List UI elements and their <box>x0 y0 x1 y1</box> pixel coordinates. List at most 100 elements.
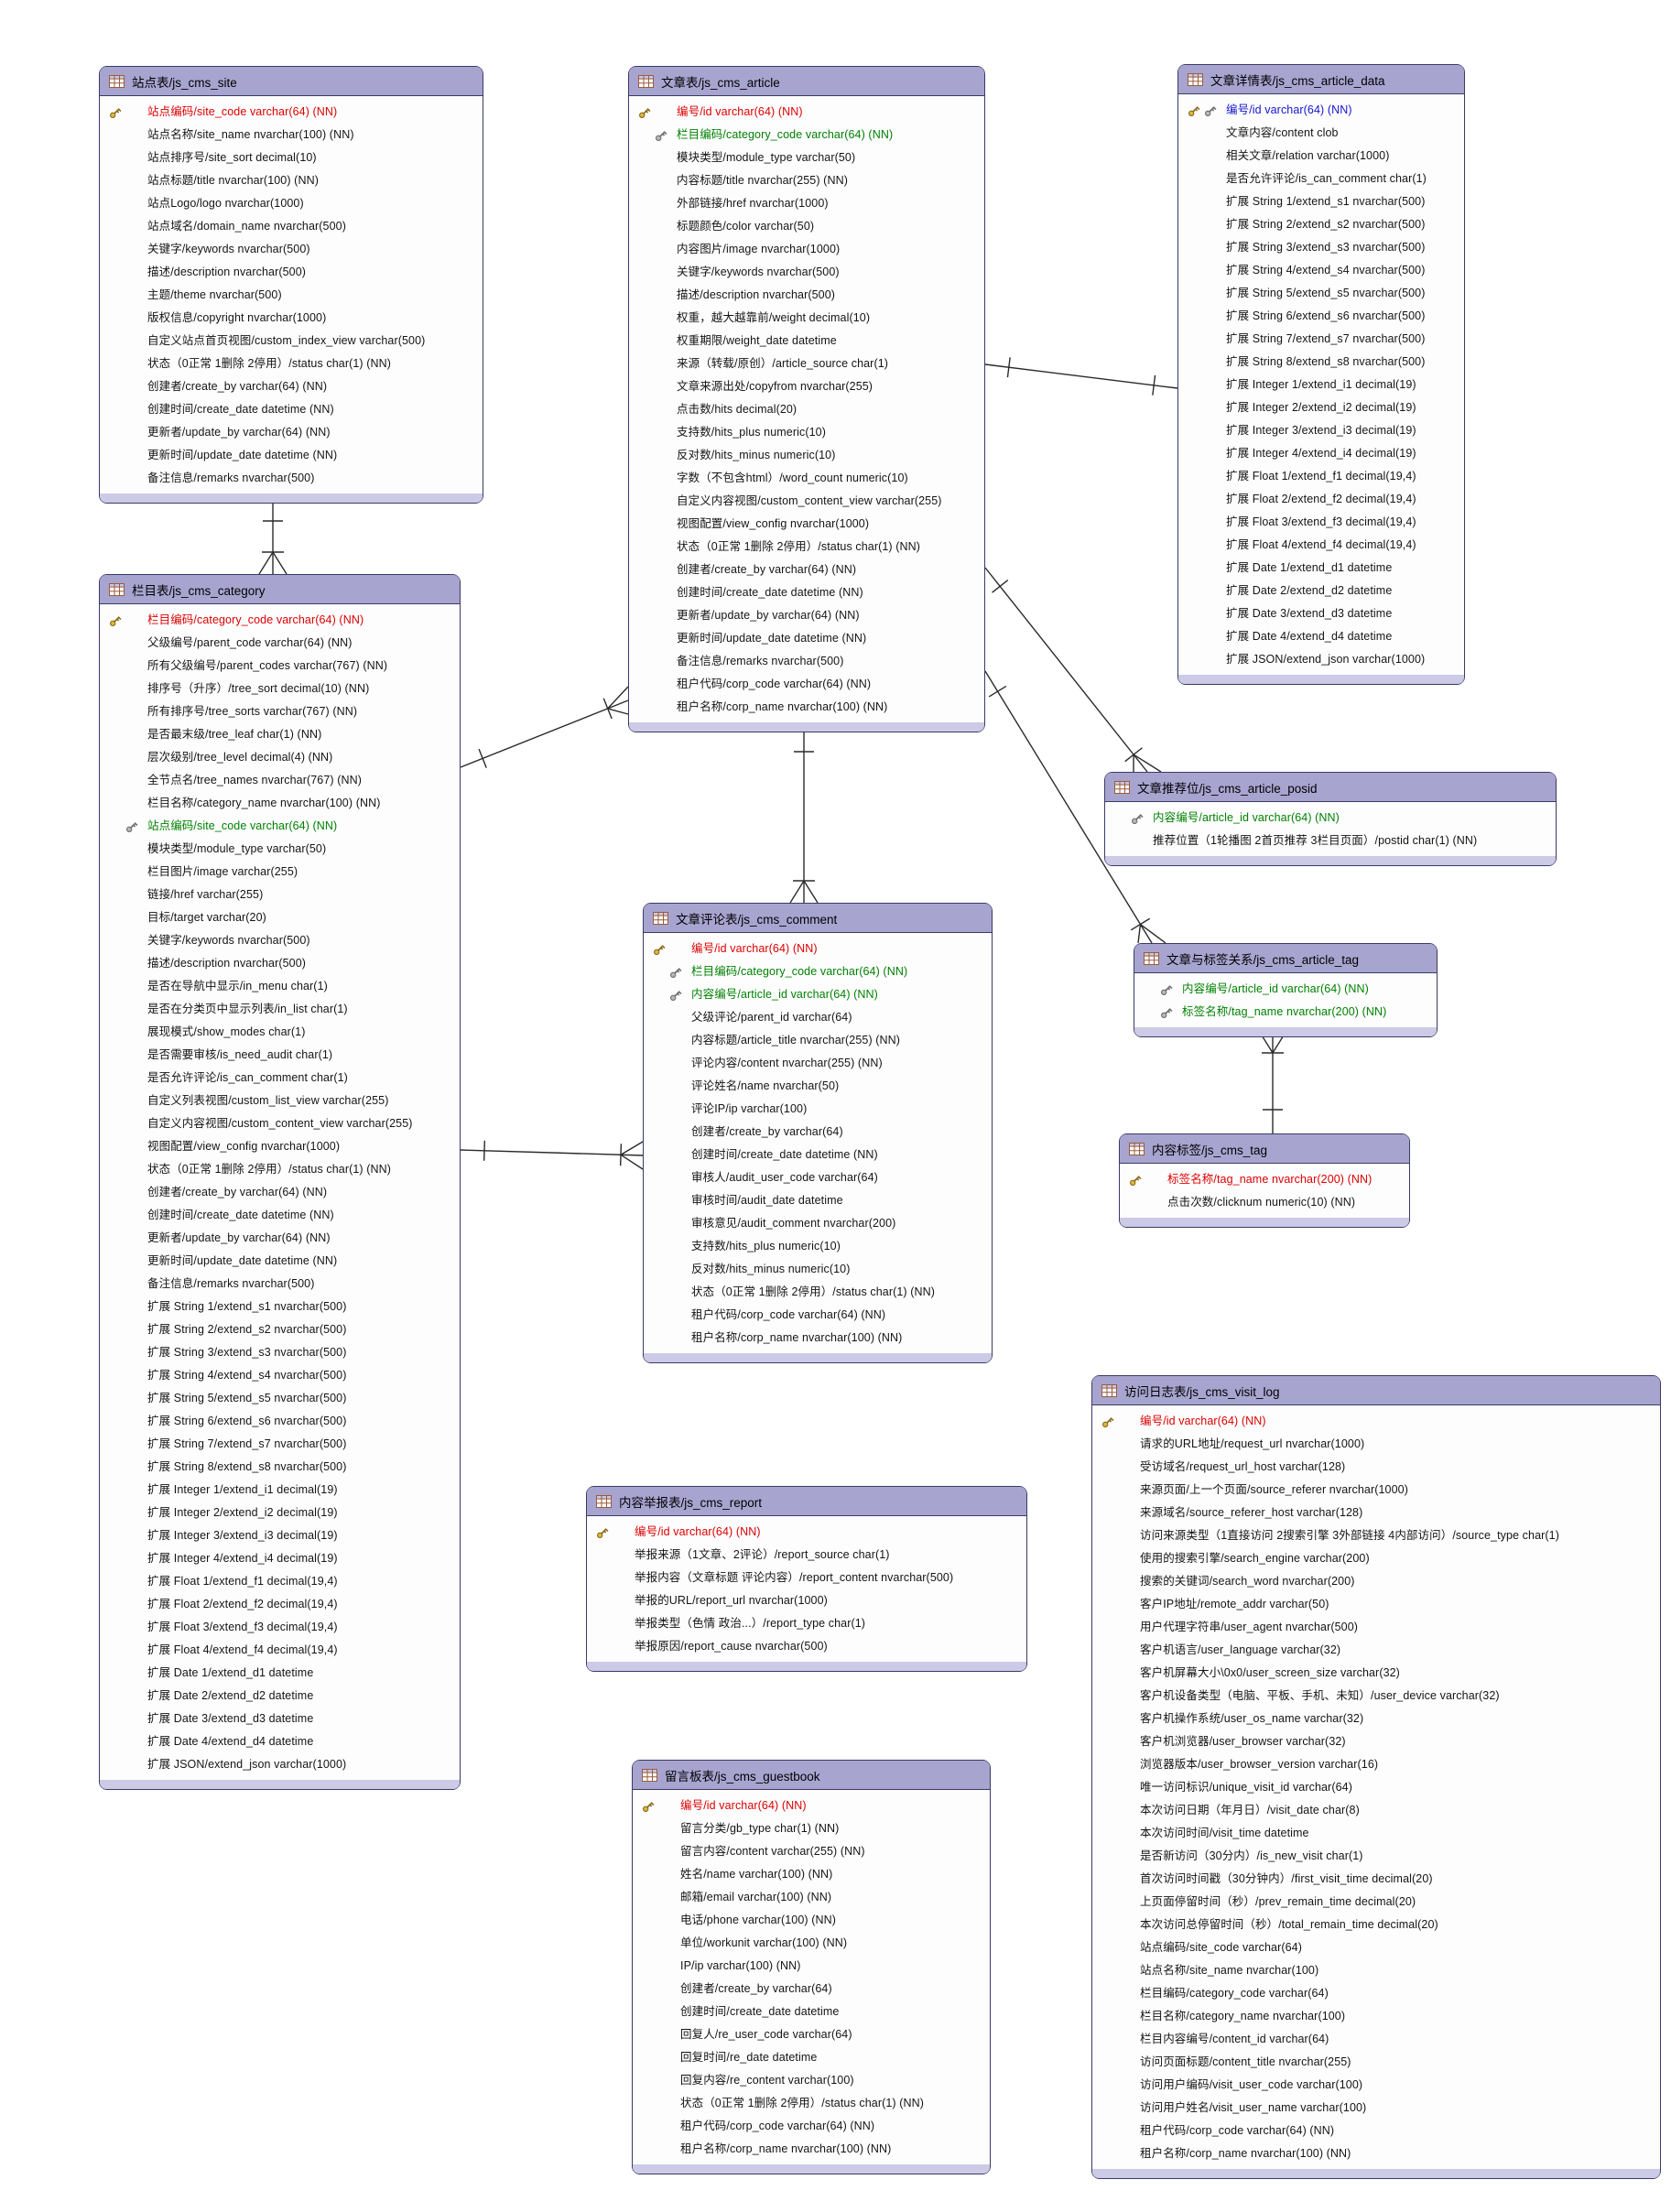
field-row[interactable]: 主题/theme nvarchar(500) <box>100 284 483 307</box>
field-row[interactable]: 本次访问总停留时间（秒）/total_remain_time decimal(2… <box>1092 1914 1660 1936</box>
field-row[interactable]: 支持数/hits_plus numeric(10) <box>629 421 984 444</box>
field-row[interactable]: 父级评论/parent_id varchar(64) <box>644 1006 992 1029</box>
field-row[interactable]: 搜索的关键词/search_word nvarchar(200) <box>1092 1570 1660 1593</box>
field-row[interactable]: 点击数/hits decimal(20) <box>629 398 984 421</box>
field-row[interactable]: 内容编号/article_id varchar(64) (NN) <box>1134 978 1437 1001</box>
field-row[interactable]: 留言分类/gb_type char(1) (NN) <box>633 1817 990 1840</box>
field-row[interactable]: 模块类型/module_type varchar(50) <box>629 146 984 169</box>
table-js_cms_comment[interactable]: 文章评论表/js_cms_comment 编号/id varchar(64) (N… <box>643 903 993 1363</box>
field-row[interactable]: 标题颜色/color varchar(50) <box>629 215 984 238</box>
field-row[interactable]: 更新时间/update_date datetime (NN) <box>100 1250 460 1273</box>
field-row[interactable]: 编号/id varchar(64) (NN) <box>629 101 984 124</box>
field-row[interactable]: 租户名称/corp_name nvarchar(100) (NN) <box>644 1327 992 1350</box>
table-header-js_cms_article_tag[interactable]: 文章与标签关系/js_cms_article_tag <box>1134 944 1437 973</box>
field-row[interactable]: 是否在分类页中显示列表/in_list char(1) <box>100 998 460 1021</box>
field-row[interactable]: 上页面停留时间（秒）/prev_remain_time decimal(20) <box>1092 1891 1660 1914</box>
field-row[interactable]: 审核时间/audit_date datetime <box>644 1189 992 1212</box>
field-row[interactable]: 点击次数/clicknum numeric(10) (NN) <box>1120 1191 1409 1214</box>
field-row[interactable]: 状态（0正常 1删除 2停用）/status char(1) (NN) <box>100 352 483 375</box>
field-row[interactable]: 扩展 Float 1/extend_f1 decimal(19,4) <box>1178 465 1464 488</box>
field-row[interactable]: 栏目编码/category_code varchar(64) (NN) <box>100 609 460 632</box>
field-row[interactable]: 文章内容/content clob <box>1178 122 1464 145</box>
field-row[interactable]: 扩展 String 8/extend_s8 nvarchar(500) <box>100 1456 460 1479</box>
field-row[interactable]: 举报内容（文章标题 评论内容）/report_content nvarchar(… <box>587 1567 1026 1589</box>
field-row[interactable]: 站点标题/title nvarchar(100) (NN) <box>100 169 483 192</box>
field-row[interactable]: 访问来源类型（1直接访问 2搜索引擎 3外部链接 4内部访问）/source_t… <box>1092 1524 1660 1547</box>
field-row[interactable]: 客户机屏幕大小\0x0/user_screen_size varchar(32) <box>1092 1662 1660 1685</box>
field-row[interactable]: 编号/id varchar(64) (NN) <box>587 1521 1026 1544</box>
field-row[interactable]: 扩展 String 5/extend_s5 nvarchar(500) <box>100 1387 460 1410</box>
field-row[interactable]: 更新时间/update_date datetime (NN) <box>629 627 984 650</box>
table-js_cms_article_data[interactable]: 文章详情表/js_cms_article_data 编号/id varchar(6… <box>1177 64 1465 685</box>
field-row[interactable]: 扩展 Float 3/extend_f3 decimal(19,4) <box>100 1616 460 1639</box>
field-row[interactable]: 视图配置/view_config nvarchar(1000) <box>629 513 984 536</box>
field-row[interactable]: 更新者/update_by varchar(64) (NN) <box>629 604 984 627</box>
field-row[interactable]: 扩展 String 2/extend_s2 nvarchar(500) <box>100 1318 460 1341</box>
field-row[interactable]: 创建时间/create_date datetime (NN) <box>100 398 483 421</box>
field-row[interactable]: 目标/target varchar(20) <box>100 906 460 929</box>
field-row[interactable]: 举报来源（1文章、2评论）/report_source char(1) <box>587 1544 1026 1567</box>
table-header-js_cms_tag[interactable]: 内容标签/js_cms_tag <box>1120 1134 1409 1164</box>
table-header-js_cms_guestbook[interactable]: 留言板表/js_cms_guestbook <box>633 1761 990 1790</box>
field-row[interactable]: 扩展 Integer 1/extend_i1 decimal(19) <box>1178 374 1464 396</box>
field-row[interactable]: 扩展 Date 3/extend_d3 datetime <box>100 1708 460 1730</box>
field-row[interactable]: 审核意见/audit_comment nvarchar(200) <box>644 1212 992 1235</box>
field-row[interactable]: 回复时间/re_date datetime <box>633 2046 990 2069</box>
field-row[interactable]: 唯一访问标识/unique_visit_id varchar(64) <box>1092 1776 1660 1799</box>
field-row[interactable]: 本次访问时间/visit_time datetime <box>1092 1822 1660 1845</box>
field-row[interactable]: 编号/id varchar(64) (NN) <box>1178 99 1464 122</box>
field-row[interactable]: 自定义列表视图/custom_list_view varchar(255) <box>100 1090 460 1112</box>
field-row[interactable]: 客户机浏览器/user_browser varchar(32) <box>1092 1730 1660 1753</box>
field-row[interactable]: 扩展 Date 4/extend_d4 datetime <box>100 1730 460 1753</box>
table-header-js_cms_visit_log[interactable]: 访问日志表/js_cms_visit_log <box>1092 1376 1660 1405</box>
field-row[interactable]: 举报类型（色情 政治...）/report_type char(1) <box>587 1612 1026 1635</box>
table-js_cms_article_posid[interactable]: 文章推荐位/js_cms_article_posid 内容编号/article_i… <box>1104 772 1557 866</box>
field-row[interactable]: 留言内容/content varchar(255) (NN) <box>633 1840 990 1863</box>
field-row[interactable]: 本次访问日期（年月日）/visit_date char(8) <box>1092 1799 1660 1822</box>
field-row[interactable]: 栏目名称/category_name nvarchar(100) (NN) <box>100 792 460 815</box>
field-row[interactable]: 扩展 String 4/extend_s4 nvarchar(500) <box>100 1364 460 1387</box>
field-row[interactable]: 全节点名/tree_names nvarchar(767) (NN) <box>100 769 460 792</box>
field-row[interactable]: 站点Logo/logo nvarchar(1000) <box>100 192 483 215</box>
field-row[interactable]: 状态（0正常 1删除 2停用）/status char(1) (NN) <box>644 1281 992 1304</box>
field-row[interactable]: 租户名称/corp_name nvarchar(100) (NN) <box>1092 2142 1660 2165</box>
field-row[interactable]: 评论姓名/name nvarchar(50) <box>644 1075 992 1098</box>
field-row[interactable]: 是否最末级/tree_leaf char(1) (NN) <box>100 723 460 746</box>
field-row[interactable]: 扩展 Float 2/extend_f2 decimal(19,4) <box>100 1593 460 1616</box>
field-row[interactable]: 扩展 Float 2/extend_f2 decimal(19,4) <box>1178 488 1464 511</box>
field-row[interactable]: 外部链接/href nvarchar(1000) <box>629 192 984 215</box>
field-row[interactable]: 客户机设备类型（电脑、平板、手机、未知）/user_device varchar… <box>1092 1685 1660 1708</box>
field-row[interactable]: 权重期限/weight_date datetime <box>629 330 984 352</box>
field-row[interactable]: 创建者/create_by varchar(64) (NN) <box>629 558 984 581</box>
field-row[interactable]: 栏目编码/category_code varchar(64) <box>1092 1982 1660 2005</box>
field-row[interactable]: 标签名称/tag_name nvarchar(200) (NN) <box>1120 1168 1409 1191</box>
field-row[interactable]: 扩展 Date 3/extend_d3 datetime <box>1178 602 1464 625</box>
field-row[interactable]: 站点排序号/site_sort decimal(10) <box>100 146 483 169</box>
field-row[interactable]: 栏目编码/category_code varchar(64) (NN) <box>629 124 984 146</box>
field-row[interactable]: 姓名/name varchar(100) (NN) <box>633 1863 990 1886</box>
field-row[interactable]: 栏目编码/category_code varchar(64) (NN) <box>644 960 992 983</box>
table-js_cms_tag[interactable]: 内容标签/js_cms_tag 标签名称/tag_name nvarchar(20… <box>1119 1133 1410 1228</box>
field-row[interactable]: 扩展 String 6/extend_s6 nvarchar(500) <box>100 1410 460 1433</box>
table-header-js_cms_comment[interactable]: 文章评论表/js_cms_comment <box>644 904 992 933</box>
field-row[interactable]: 扩展 Integer 1/extend_i1 decimal(19) <box>100 1479 460 1502</box>
field-row[interactable]: 反对数/hits_minus numeric(10) <box>644 1258 992 1281</box>
field-row[interactable]: 站点编码/site_code varchar(64) <box>1092 1936 1660 1959</box>
field-row[interactable]: 租户代码/corp_code varchar(64) (NN) <box>644 1304 992 1327</box>
table-js_cms_visit_log[interactable]: 访问日志表/js_cms_visit_log 编号/id varchar(64) … <box>1091 1375 1661 2179</box>
field-row[interactable]: 栏目名称/category_name nvarchar(100) <box>1092 2005 1660 2028</box>
field-row[interactable]: 扩展 Integer 4/extend_i4 decimal(19) <box>1178 442 1464 465</box>
field-row[interactable]: 层次级别/tree_level decimal(4) (NN) <box>100 746 460 769</box>
field-row[interactable]: 扩展 String 5/extend_s5 nvarchar(500) <box>1178 282 1464 305</box>
field-row[interactable]: 推荐位置（1轮播图 2首页推荐 3栏目页面）/postid char(1) (N… <box>1105 830 1556 852</box>
field-row[interactable]: 状态（0正常 1删除 2停用）/status char(1) (NN) <box>100 1158 460 1181</box>
field-row[interactable]: 审核人/audit_user_code varchar(64) <box>644 1166 992 1189</box>
field-row[interactable]: 备注信息/remarks nvarchar(500) <box>629 650 984 673</box>
field-row[interactable]: 状态（0正常 1删除 2停用）/status char(1) (NN) <box>629 536 984 558</box>
field-row[interactable]: 租户代码/corp_code varchar(64) (NN) <box>633 2115 990 2138</box>
field-row[interactable]: 所有父级编号/parent_codes varchar(767) (NN) <box>100 655 460 678</box>
field-row[interactable]: 租户名称/corp_name nvarchar(100) (NN) <box>633 2138 990 2161</box>
field-row[interactable]: 自定义内容视图/custom_content_view varchar(255) <box>100 1112 460 1135</box>
table-header-js_cms_article_data[interactable]: 文章详情表/js_cms_article_data <box>1178 65 1464 94</box>
field-row[interactable]: 创建者/create_by varchar(64) <box>633 1978 990 2001</box>
